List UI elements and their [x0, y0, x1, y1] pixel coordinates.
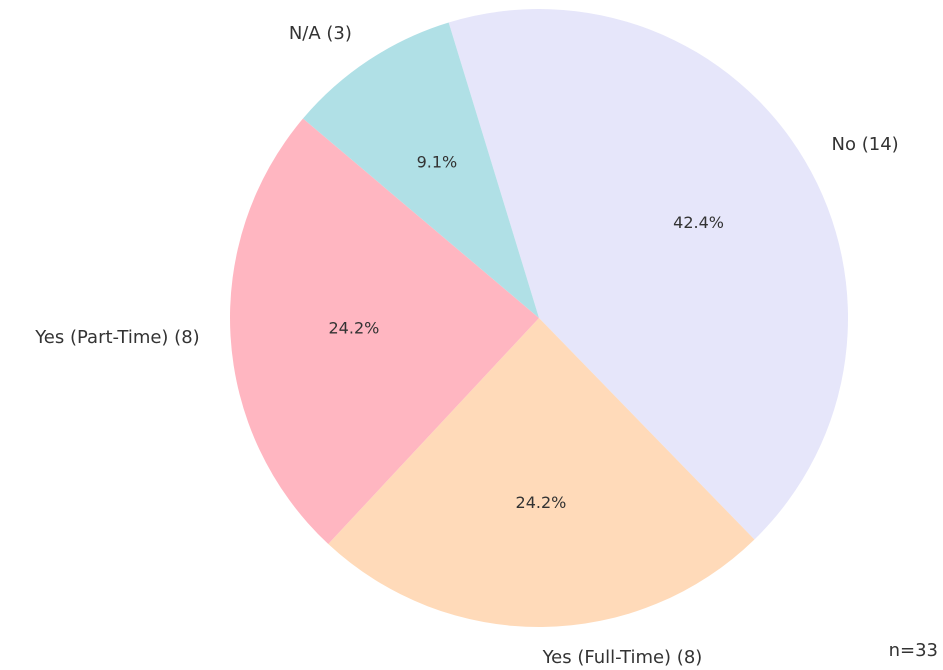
- percent-label: 9.1%: [417, 153, 458, 172]
- percent-label: 42.4%: [673, 213, 724, 232]
- percent-label: 24.2%: [516, 493, 567, 512]
- slice-label: No (14): [832, 134, 899, 155]
- pie-slice: [229, 118, 540, 544]
- sample-size-note: n=33: [889, 640, 938, 661]
- percent-label: 24.2%: [329, 318, 380, 337]
- pie-slice: [328, 318, 755, 627]
- pie-slice: [448, 8, 849, 540]
- slice-label: Yes (Full-Time) (8): [542, 647, 703, 668]
- pie-slice: [303, 22, 539, 318]
- slice-label: Yes (Part-Time) (8): [34, 327, 199, 348]
- slice-label: N/A (3): [289, 23, 352, 44]
